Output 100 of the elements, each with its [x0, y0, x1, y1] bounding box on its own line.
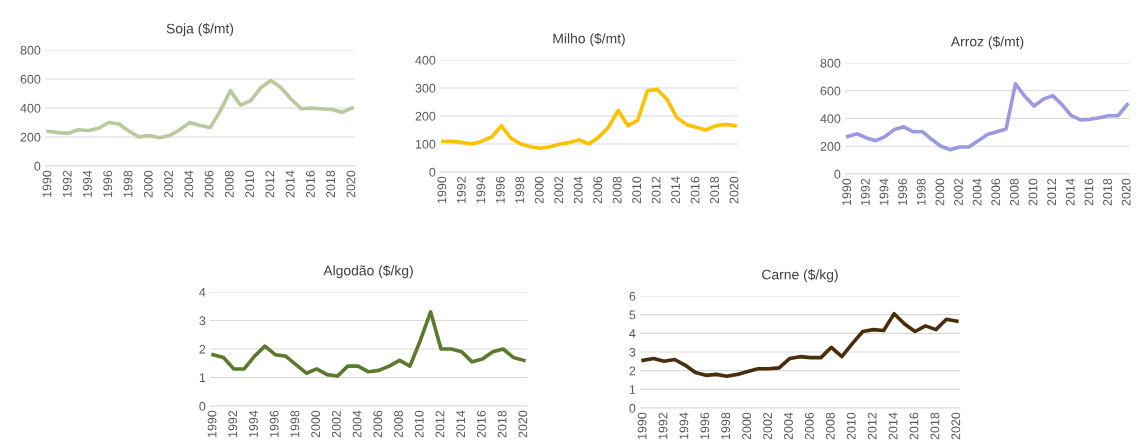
x-tick-label: 2016	[690, 176, 700, 204]
x-tick-label: 2010	[846, 412, 856, 440]
x-tick-label: 1990	[437, 176, 447, 204]
x-tick-label: 2000	[143, 170, 153, 198]
x-tick-label: 2010	[632, 176, 642, 204]
x-tick-label: 2010	[245, 170, 255, 198]
x-tick-label: 2006	[804, 412, 814, 440]
x-tick-label: 2016	[305, 170, 315, 198]
x-tick-label: 2002	[763, 412, 772, 440]
x-tick-label: 2012	[435, 410, 445, 438]
x-tick-label: 2000	[742, 412, 752, 440]
x-tick-label: 1992	[860, 178, 870, 206]
y-tick-label: 400	[20, 103, 41, 113]
x-tick-label: 1998	[515, 176, 525, 204]
x-tick-label: 1996	[495, 176, 505, 204]
x-tick-label: 2020	[1121, 178, 1131, 206]
y-tick-label: 6	[629, 291, 636, 301]
x-tick-label: 2016	[909, 412, 919, 440]
y-tick-label: 1	[199, 373, 206, 383]
y-tick-label: 800	[20, 45, 41, 55]
y-tick-label: 5	[629, 310, 636, 320]
y-tick-label: 0	[429, 167, 436, 177]
y-tick-label: 300	[415, 83, 436, 93]
x-tick-label: 1992	[456, 176, 466, 204]
x-tick-label: 2008	[394, 410, 403, 438]
x-tick-label: 2000	[935, 178, 945, 206]
x-tick-label: 2008	[224, 170, 234, 198]
x-tick-label: 2004	[573, 176, 583, 204]
x-tick-label: 2008	[825, 412, 835, 440]
x-tick-label: 1994	[679, 412, 689, 440]
x-tick-label: 2004	[784, 412, 793, 440]
chart-title: Arroz ($/mt)	[950, 36, 1024, 50]
y-tick-label: 200	[415, 111, 436, 121]
y-tick-label: 100	[415, 139, 436, 149]
x-tick-label: 2014	[1065, 178, 1075, 206]
x-tick-label: 2008	[612, 176, 622, 204]
x-tick-label: 2018	[710, 176, 719, 204]
x-tick-label: 1992	[228, 410, 238, 438]
x-tick-label: 2018	[497, 410, 507, 438]
x-tick-label: 2016	[1084, 178, 1094, 206]
x-tick-label: 2014	[456, 410, 466, 438]
y-tick-label: 600	[20, 74, 41, 84]
x-tick-label: 1998	[123, 170, 133, 198]
y-tick-label: 3	[629, 347, 636, 357]
x-tick-label: 1990	[637, 412, 647, 440]
x-tick-label: 1994	[879, 178, 889, 206]
x-tick-label: 2018	[1103, 178, 1112, 206]
x-tick-label: 2018	[930, 412, 940, 440]
x-tick-label: 1996	[269, 410, 279, 438]
x-tick-label: 2010	[414, 410, 424, 438]
x-tick-label: 2002	[554, 176, 564, 204]
x-tick-label: 1996	[103, 170, 113, 198]
x-tick-label: 1998	[721, 412, 731, 440]
x-tick-label: 2014	[285, 170, 295, 198]
chart-title: Soja ($/mt)	[166, 23, 234, 37]
x-tick-label: 2002	[331, 410, 341, 438]
y-tick-label: 4	[199, 287, 206, 297]
x-tick-label: 2006	[373, 410, 383, 438]
x-tick-label: 2012	[867, 412, 877, 440]
y-tick-label: 400	[415, 55, 436, 65]
y-tick-label: 3	[199, 316, 206, 326]
x-tick-label: 1990	[842, 178, 852, 206]
y-tick-label: 200	[820, 142, 841, 151]
x-tick-label: 1990	[207, 410, 217, 438]
x-tick-label: 2018	[326, 170, 336, 198]
x-tick-label: 2006	[593, 176, 603, 204]
x-tick-label: 1996	[700, 412, 710, 440]
line-series	[441, 87, 737, 151]
y-tick-label: 2	[629, 366, 636, 376]
x-tick-label: 2002	[954, 178, 963, 206]
x-tick-label: 2000	[534, 176, 544, 204]
y-tick-label: 4	[629, 329, 636, 338]
y-tick-label: 400	[820, 114, 841, 124]
y-tick-label: 2	[199, 344, 206, 354]
x-tick-label: 2020	[729, 176, 739, 204]
x-tick-label: 2012	[1047, 178, 1057, 206]
line-series	[641, 311, 959, 379]
x-tick-label: 1994	[83, 170, 92, 198]
x-tick-label: 2014	[671, 176, 680, 204]
x-tick-label: 1998	[916, 178, 926, 206]
y-tick-label: 800	[820, 58, 841, 68]
y-tick-label: 0	[199, 401, 206, 411]
x-tick-label: 2012	[265, 170, 275, 198]
x-tick-label: 1998	[290, 410, 300, 438]
x-tick-label: 2020	[951, 412, 961, 440]
x-tick-label: 2016	[476, 410, 486, 438]
x-tick-label: 2020	[518, 410, 528, 438]
x-tick-label: 2012	[651, 176, 661, 204]
x-tick-label: 1990	[42, 170, 52, 198]
y-tick-label: 600	[820, 86, 841, 96]
chart-title: Milho ($/mt)	[553, 33, 625, 47]
y-tick-label: 0	[834, 169, 841, 179]
y-tick-label: 0	[34, 161, 41, 171]
chart-title: Algodão ($/kg)	[323, 265, 413, 279]
x-tick-label: 1992	[62, 170, 72, 198]
x-tick-label: 2020	[346, 170, 356, 198]
line-series	[845, 82, 1130, 152]
line-series	[211, 310, 526, 378]
x-tick-label: 2004	[184, 170, 194, 198]
x-tick-label: 2000	[311, 410, 321, 438]
